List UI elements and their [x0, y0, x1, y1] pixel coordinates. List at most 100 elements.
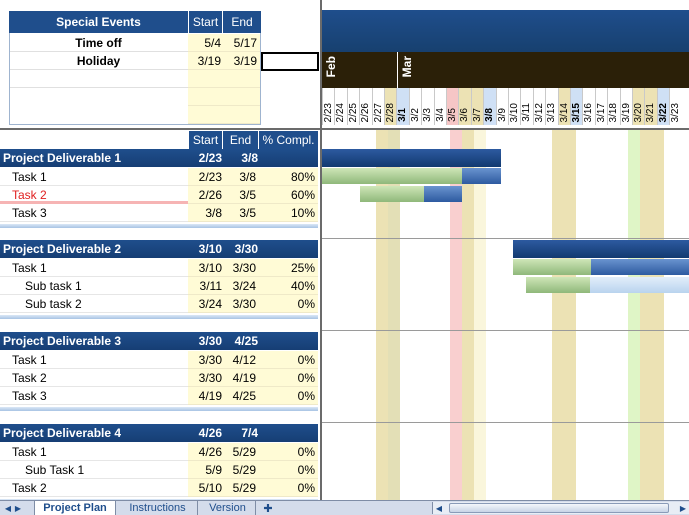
deliverable-row[interactable]: Project Deliverable 4 4/26 7/4	[0, 424, 318, 442]
first-sheet-icon[interactable]: ◀	[4, 503, 12, 513]
special-event-start-empty[interactable]	[188, 88, 224, 106]
horizontal-pane-split[interactable]	[0, 128, 689, 130]
task-name[interactable]: Task 1	[12, 353, 47, 367]
deliverable-row[interactable]: Project Deliverable 3 3/30 4/25	[0, 332, 318, 350]
special-event-name[interactable]: Time off	[9, 34, 188, 52]
task-row[interactable]: Task 1 3/30 4/12 0%	[0, 351, 318, 369]
deliverable-row[interactable]: Project Deliverable 2 3/10 3/30	[0, 240, 318, 258]
scroll-right-icon[interactable]: ▶	[679, 503, 687, 513]
special-event-start[interactable]: 5/4	[188, 34, 224, 52]
scrollbar-thumb[interactable]	[449, 503, 669, 513]
task-end[interactable]: 3/8	[222, 168, 258, 186]
task-name[interactable]: Task 1	[12, 170, 47, 184]
tab-project-plan[interactable]: Project Plan	[34, 501, 116, 515]
task-end[interactable]: 5/29	[222, 443, 258, 461]
gantt-day-text: 3/17	[595, 102, 607, 122]
scroll-left-icon[interactable]: ◀	[435, 503, 443, 513]
special-event-name[interactable]: Holiday	[9, 52, 188, 70]
task-start[interactable]: 2/26	[188, 186, 222, 204]
task-row[interactable]: Task 2 2/26 3/5 60%	[0, 186, 318, 204]
task-name[interactable]: Sub Task 1	[25, 463, 85, 477]
task-start[interactable]: 4/19	[188, 387, 222, 405]
special-event-start-empty[interactable]	[188, 106, 224, 124]
task-row[interactable]: Task 2 3/30 4/19 0%	[0, 369, 318, 387]
task-end[interactable]: 5/29	[222, 479, 258, 497]
task-name[interactable]: Task 1	[12, 445, 47, 459]
task-percent-complete[interactable]: 0%	[258, 295, 318, 313]
task-percent-complete[interactable]: 0%	[258, 461, 318, 479]
task-row[interactable]: Sub task 1 3/11 3/24 40%	[0, 277, 318, 295]
task-end[interactable]: 3/5	[222, 204, 258, 222]
task-name[interactable]: Task 2	[12, 371, 47, 385]
task-start[interactable]: 3/8	[188, 204, 222, 222]
task-end[interactable]: 4/19	[222, 369, 258, 387]
task-row[interactable]: Task 1 4/26 5/29 0%	[0, 443, 318, 461]
task-start[interactable]: 5/10	[188, 479, 222, 497]
task-name[interactable]: Task 2	[12, 188, 47, 202]
task-end[interactable]: 4/12	[222, 351, 258, 369]
task-percent-complete[interactable]: 0%	[258, 387, 318, 405]
special-event-end-empty[interactable]	[224, 88, 260, 106]
task-row[interactable]: Task 3 3/8 3/5 10%	[0, 204, 318, 222]
special-event-start-empty[interactable]	[188, 70, 224, 88]
task-percent-complete[interactable]: 0%	[258, 351, 318, 369]
gantt-day-label: 3/21	[644, 88, 657, 125]
gantt-day-text: 2/28	[385, 102, 396, 122]
task-start[interactable]: 4/26	[188, 443, 222, 461]
task-name[interactable]: Sub task 1	[25, 279, 82, 293]
horizontal-scrollbar[interactable]: ◀ ▶	[432, 502, 689, 514]
task-percent-complete[interactable]: 0%	[258, 443, 318, 461]
task-end[interactable]: 4/25	[222, 387, 258, 405]
task-name[interactable]: Task 1	[12, 261, 47, 275]
task-name[interactable]: Task 3	[12, 206, 47, 220]
gantt-day-text: 3/6	[459, 108, 471, 122]
deliverable-row[interactable]: Project Deliverable 1 2/23 3/8	[0, 149, 318, 167]
task-row[interactable]: Task 3 4/19 4/25 0%	[0, 387, 318, 405]
weekend-column	[552, 130, 564, 500]
vertical-pane-split[interactable]	[320, 0, 322, 500]
task-percent-complete[interactable]: 0%	[258, 369, 318, 387]
special-event-start[interactable]: 3/19	[188, 52, 224, 70]
gantt-bar-remaining	[424, 186, 462, 202]
gantt-day-label: 3/14	[557, 88, 570, 125]
next-sheet-icon[interactable]: ▶	[14, 503, 22, 513]
special-event-end[interactable]: 5/17	[224, 34, 260, 52]
task-percent-complete[interactable]: 40%	[258, 277, 318, 295]
task-row[interactable]: Sub task 2 3/24 3/30 0%	[0, 295, 318, 313]
task-name[interactable]: Task 3	[12, 389, 47, 403]
selected-cell[interactable]	[261, 52, 319, 71]
task-row[interactable]: Task 1 2/23 3/8 80%	[0, 168, 318, 186]
task-end[interactable]: 3/24	[222, 277, 258, 295]
task-row[interactable]: Task 2 5/10 5/29 0%	[0, 479, 318, 497]
task-percent-complete[interactable]: 0%	[258, 479, 318, 497]
tab-version[interactable]: Version	[200, 501, 256, 515]
row-gridline	[0, 185, 188, 186]
task-percent-complete[interactable]: 80%	[258, 168, 318, 186]
special-event-end-empty[interactable]	[224, 106, 260, 124]
task-start[interactable]: 5/9	[188, 461, 222, 479]
gantt-day-label: 3/4	[433, 88, 446, 125]
task-percent-complete[interactable]: 25%	[258, 259, 318, 277]
task-start[interactable]: 3/24	[188, 295, 222, 313]
task-start[interactable]: 3/10	[188, 259, 222, 277]
task-name[interactable]: Task 2	[12, 481, 47, 495]
row-gridline	[0, 201, 188, 204]
insert-sheet-icon[interactable]: ✚	[263, 502, 273, 515]
tab-instructions[interactable]: Instructions	[118, 501, 198, 515]
task-start[interactable]: 3/11	[188, 277, 222, 295]
special-event-name-empty[interactable]	[9, 70, 188, 88]
special-event-end[interactable]: 3/19	[224, 52, 260, 70]
task-end[interactable]: 3/30	[222, 259, 258, 277]
task-name[interactable]: Sub task 2	[25, 297, 82, 311]
task-row[interactable]: Sub Task 1 5/9 5/29 0%	[0, 461, 318, 479]
task-start[interactable]: 3/30	[188, 351, 222, 369]
task-row[interactable]: Task 1 3/10 3/30 25%	[0, 259, 318, 277]
task-start[interactable]: 3/30	[188, 369, 222, 387]
task-percent-complete[interactable]: 10%	[258, 204, 318, 222]
task-start[interactable]: 2/23	[188, 168, 222, 186]
task-percent-complete[interactable]: 60%	[258, 186, 318, 204]
task-end[interactable]: 5/29	[222, 461, 258, 479]
task-end[interactable]: 3/5	[222, 186, 258, 204]
special-event-end-empty[interactable]	[224, 70, 260, 88]
task-end[interactable]: 3/30	[222, 295, 258, 313]
